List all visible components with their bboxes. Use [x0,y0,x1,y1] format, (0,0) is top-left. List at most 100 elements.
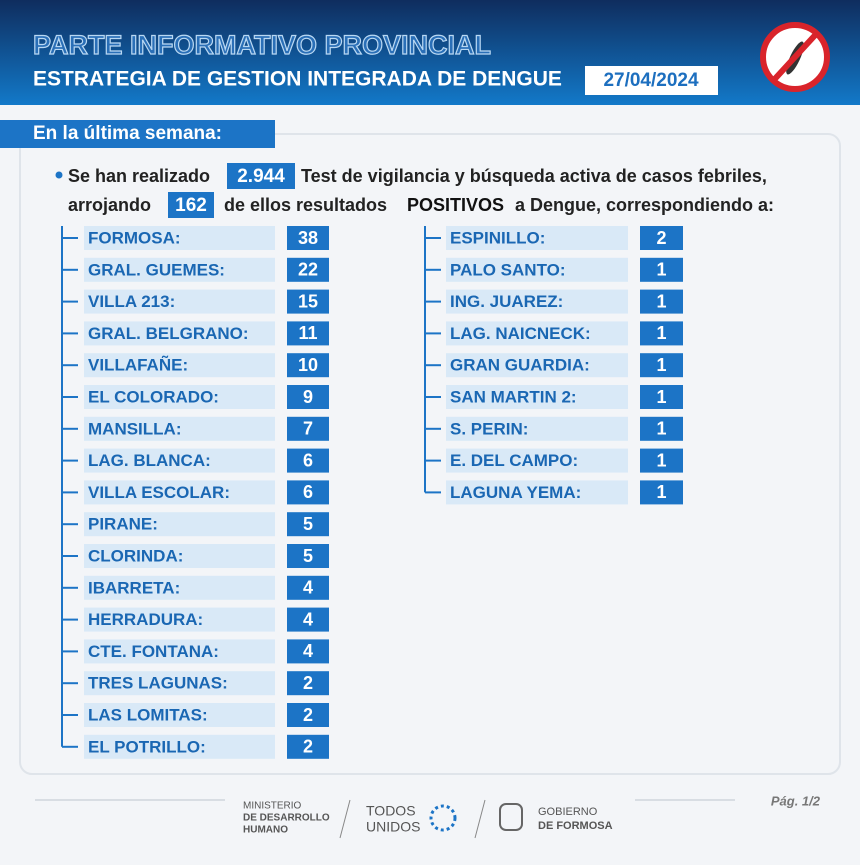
ministry: DE DESARROLLO [243,813,330,824]
positives-value: 162 [175,195,207,216]
count-box [287,512,329,537]
footer: MINISTERIO DE DESARROLLO HUMANO TODOS UN… [35,793,821,839]
count-box [287,671,329,696]
count-box [640,448,683,473]
place-name: CLORINDA: [88,546,183,565]
name-highlight [84,512,275,537]
count-box [640,257,683,282]
page-number: Pág. 1/2 [771,793,821,808]
ministry: MINISTERIO [243,801,302,812]
count-box [640,385,683,409]
todos: TODOS [366,803,416,819]
name-highlight [84,671,275,696]
place-name: GRAL. BELGRANO: [88,324,249,343]
count-box [287,226,329,250]
count-box [640,480,683,505]
count: 9 [303,387,313,407]
tests-box [227,163,295,189]
count-box [287,385,329,409]
place-name: IBARRETA: [88,578,180,597]
count-box [640,321,683,346]
count-box [287,353,329,378]
count: 1 [656,355,666,375]
count: 4 [303,578,313,598]
count: 1 [656,260,666,280]
subtitle: ESTRATEGIA DE GESTION INTEGRADA DE DENGU… [33,68,562,91]
place-name: S. PERIN: [450,419,528,438]
place-name: MANSILLA: [88,419,181,438]
place-name: LAG. NAICNECK: [450,324,591,343]
gobierno: GOBIERNO [538,806,598,818]
name-highlight [84,226,275,250]
tests-value: 2.944 [237,166,285,187]
count-box [287,480,329,505]
count-box [287,703,329,727]
name-highlight [84,385,275,409]
date: 27/04/2024 [603,70,699,91]
count-box [640,353,683,378]
place-name: ING. JUAREZ: [450,292,563,311]
count: 4 [303,609,313,629]
place-name: E. DEL CAMPO: [450,451,578,470]
mosquito-icon [760,22,830,92]
count-box [287,257,329,282]
count: 1 [656,387,666,407]
name-highlight [446,353,628,378]
count-box [287,639,329,664]
place-name: PIRANE: [88,515,158,534]
count: 6 [303,450,313,470]
place-name: LAS LOMITAS: [88,705,208,724]
count: 1 [656,323,666,343]
positives-box [168,192,214,218]
name-highlight [446,321,628,346]
count: 2 [656,228,666,248]
name-highlight [84,257,275,282]
name-highlight [446,480,628,505]
date-box [585,66,718,95]
count-box [287,544,329,568]
place-name: FORMOSA: [88,228,181,247]
count: 1 [656,482,666,502]
name-highlight [84,353,275,378]
place-name: HERRADURA: [88,610,203,629]
name-highlight [84,544,275,568]
summary-text: a Dengue, correspondiendo a: [515,195,774,215]
count-box [640,226,683,250]
count: 38 [298,228,318,248]
count: 15 [298,291,318,311]
place-name: ESPINILLO: [450,228,545,247]
content-frame [19,133,841,775]
count: 7 [303,419,313,439]
name-highlight [446,385,628,409]
name-highlight [84,575,275,600]
ministry: HUMANO [243,825,288,836]
place-name: GRAN GUARDIA: [450,356,590,375]
count: 1 [656,291,666,311]
name-highlight [84,289,275,314]
place-name: VILLA 213: [88,292,175,311]
count-box [640,289,683,314]
place-name: VILLA ESCOLAR: [88,483,230,502]
count: 22 [298,260,318,280]
place-name: VILLAFAÑE: [88,355,188,375]
summary-line-1: Se han realizado [68,166,210,186]
name-highlight [84,416,275,441]
name-highlight [446,448,628,473]
count: 1 [656,419,666,439]
count: 11 [298,323,317,343]
title: PARTE INFORMATIVO PROVINCIAL [33,30,491,60]
todos: UNIDOS [366,819,420,835]
name-highlight [446,226,628,250]
section-label: En la última semana: [33,123,222,144]
place-name: LAG. BLANCA: [88,451,211,470]
count: 4 [303,641,313,661]
name-highlight [84,321,275,346]
summary-emphasis: POSITIVOS [407,195,504,215]
count: 2 [303,673,313,693]
count-box [287,575,329,600]
place-name: PALO SANTO: [450,260,566,279]
summary-text: Test de vigilancia y búsqueda activa de … [301,166,767,186]
count: 2 [303,737,313,757]
place-name: TRES LAGUNAS: [88,674,228,693]
